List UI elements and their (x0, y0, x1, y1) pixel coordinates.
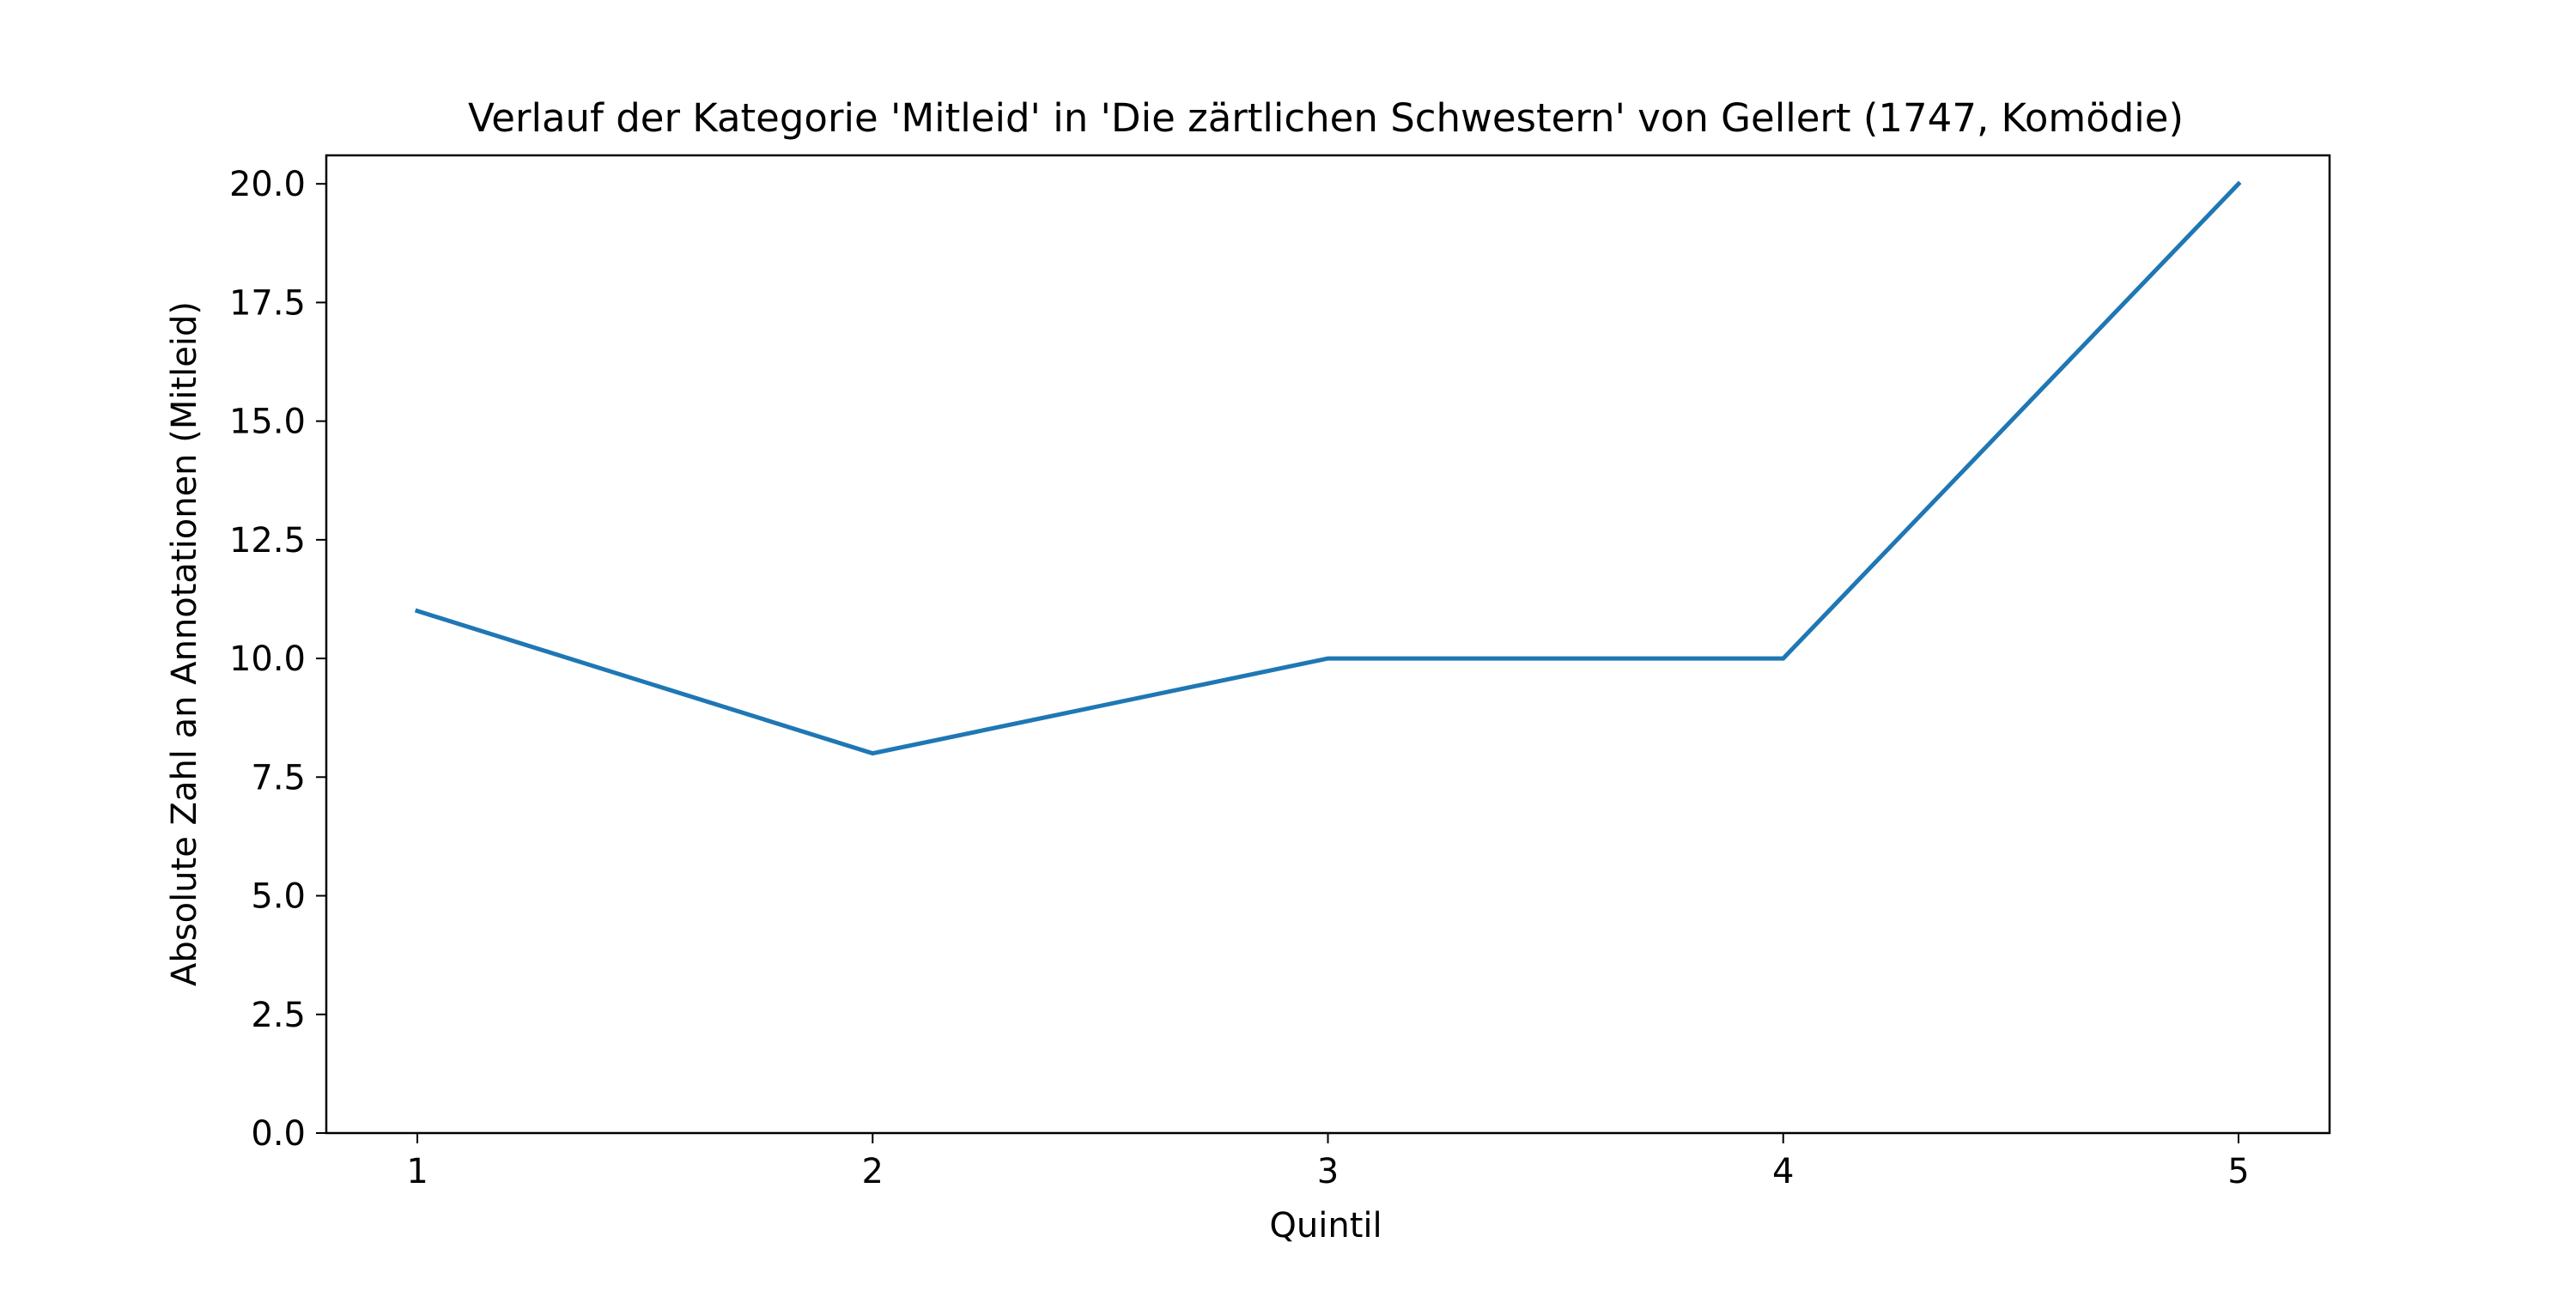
y-tick-label: 12.5 (229, 521, 306, 561)
y-tick-label: 2.5 (251, 996, 306, 1035)
chart-title: Verlauf der Kategorie 'Mitleid' in 'Die … (468, 95, 2184, 141)
x-axis-label: Quintil (1269, 1206, 1382, 1246)
series-line (414, 180, 2242, 756)
y-tick-label: 17.5 (229, 283, 306, 323)
y-tick-label: 10.0 (229, 639, 306, 679)
x-tick-label: 1 (406, 1152, 428, 1191)
x-axis: 1 2 3 4 5 (406, 1133, 2250, 1191)
x-tick-label: 4 (1772, 1152, 1794, 1191)
series-layer (414, 180, 2242, 756)
plot-area (325, 154, 2331, 1135)
y-tick-label: 0.0 (251, 1114, 306, 1154)
y-tick-label: 5.0 (251, 877, 306, 917)
y-tick-label: 7.5 (251, 758, 306, 797)
axes-frame (325, 154, 2331, 1135)
x-tick-label: 5 (2227, 1152, 2249, 1191)
y-axis-label: Absolute Zahl an Annotationen (Mitleid) (165, 301, 204, 986)
y-axis: 0.0 2.5 5.0 7.5 10.0 12.5 15.0 17.5 20.0 (229, 165, 326, 1154)
y-tick-label: 15.0 (229, 403, 306, 442)
x-tick-label: 3 (1317, 1152, 1339, 1191)
y-tick-label: 20.0 (229, 165, 306, 204)
x-tick-label: 2 (862, 1152, 884, 1191)
